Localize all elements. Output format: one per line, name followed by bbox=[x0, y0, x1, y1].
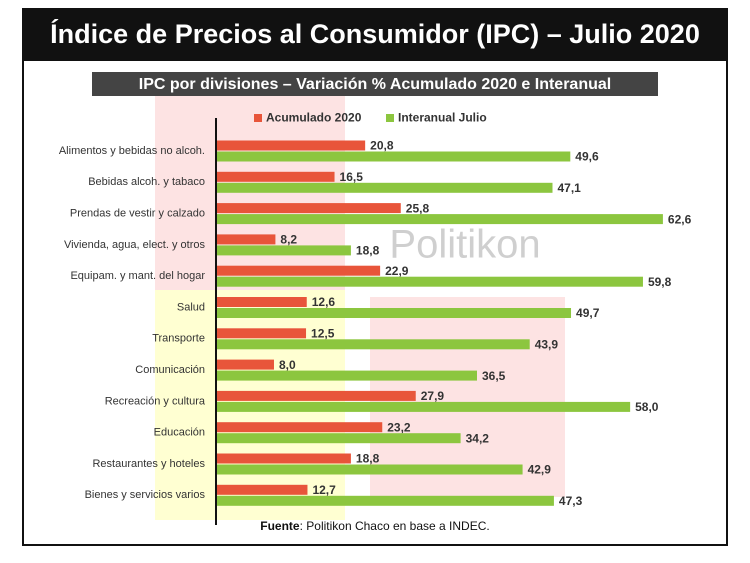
value-label: 49,7 bbox=[576, 306, 600, 320]
value-label: 16,5 bbox=[340, 170, 364, 184]
value-label: 12,7 bbox=[312, 483, 336, 497]
bar bbox=[217, 328, 307, 339]
value-label: 25,8 bbox=[406, 201, 430, 215]
value-label: 8,0 bbox=[279, 358, 296, 372]
value-label: 47,3 bbox=[559, 494, 583, 508]
source-text: : Politikon Chaco en base a INDEC. bbox=[300, 519, 490, 533]
value-label: 36,5 bbox=[482, 369, 506, 383]
category-label: Prendas de vestir y calzado bbox=[70, 208, 205, 220]
bar bbox=[217, 265, 381, 276]
category-label: Salud bbox=[177, 301, 205, 313]
category-label: Restaurantes y hoteles bbox=[92, 458, 205, 470]
legend-swatch bbox=[386, 114, 394, 122]
bar bbox=[217, 276, 643, 287]
value-label: 59,8 bbox=[648, 275, 672, 289]
bar bbox=[217, 140, 366, 151]
bar bbox=[217, 182, 553, 193]
value-label: 23,2 bbox=[387, 420, 411, 434]
value-label: 22,9 bbox=[385, 264, 409, 278]
value-label: 58,0 bbox=[635, 400, 659, 414]
category-label: Comunicación bbox=[135, 364, 205, 376]
chart-title: Índice de Precios al Consumidor (IPC) – … bbox=[50, 18, 700, 49]
category-label: Educación bbox=[154, 427, 205, 439]
bar bbox=[217, 245, 351, 256]
bar bbox=[217, 339, 530, 350]
legend-label: Interanual Julio bbox=[398, 111, 487, 125]
bar bbox=[217, 308, 572, 318]
source-label: Fuente bbox=[260, 519, 300, 533]
bar bbox=[217, 464, 523, 475]
title-bar bbox=[23, 9, 727, 61]
legend-label: Acumulado 2020 bbox=[266, 111, 362, 125]
value-label: 62,6 bbox=[668, 212, 692, 226]
bar bbox=[217, 297, 307, 307]
category-label: Bienes y servicios varios bbox=[85, 489, 206, 501]
watermark: Politikon bbox=[389, 223, 540, 267]
bar bbox=[217, 401, 631, 412]
legend-swatch bbox=[254, 114, 262, 122]
category-label: Recreación y cultura bbox=[105, 395, 206, 407]
value-label: 47,1 bbox=[557, 181, 581, 195]
source: Fuente: Politikon Chaco en base a INDEC. bbox=[260, 519, 489, 533]
value-label: 49,6 bbox=[575, 150, 599, 164]
category-label: Bebidas alcoh. y tabaco bbox=[88, 176, 205, 188]
value-label: 18,8 bbox=[356, 244, 380, 258]
bar bbox=[217, 234, 276, 245]
bar bbox=[217, 359, 274, 370]
bar bbox=[217, 495, 554, 506]
subtitle-bar bbox=[92, 72, 658, 96]
category-label: Vivienda, agua, elect. y otros bbox=[64, 239, 206, 251]
value-label: 34,2 bbox=[466, 431, 490, 445]
bar bbox=[217, 433, 461, 444]
bar bbox=[217, 214, 663, 225]
value-label: 27,9 bbox=[421, 389, 445, 403]
bar bbox=[217, 151, 571, 162]
bar bbox=[217, 422, 383, 433]
value-label: 12,5 bbox=[311, 326, 335, 340]
bar bbox=[217, 453, 351, 464]
bar bbox=[217, 484, 308, 495]
chart-subtitle: IPC por divisiones – Variación % Acumula… bbox=[139, 76, 611, 93]
bar bbox=[217, 370, 477, 381]
value-label: 43,9 bbox=[535, 337, 559, 351]
category-label: Equipam. y mant. del hogar bbox=[70, 270, 205, 282]
category-label: Alimentos y bebidas no alcoh. bbox=[59, 145, 205, 157]
value-label: 42,9 bbox=[528, 463, 552, 477]
category-label: Transporte bbox=[152, 333, 205, 345]
value-label: 18,8 bbox=[356, 452, 380, 466]
bar bbox=[217, 203, 401, 214]
bar bbox=[217, 390, 416, 401]
value-label: 20,8 bbox=[370, 139, 394, 153]
value-label: 12,6 bbox=[312, 295, 336, 309]
bar bbox=[217, 171, 335, 182]
value-label: 8,2 bbox=[280, 233, 297, 247]
